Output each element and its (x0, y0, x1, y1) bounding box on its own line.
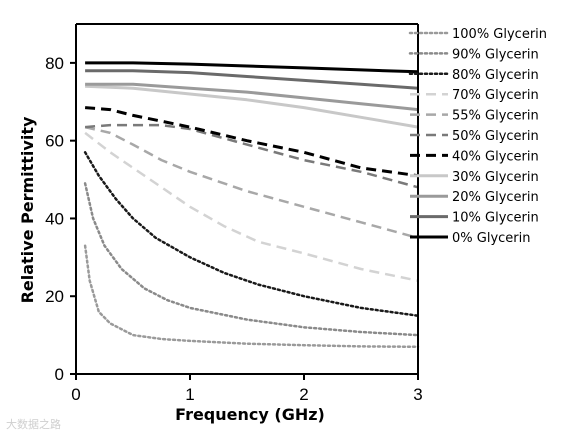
legend-label: 70% Glycerin (452, 88, 539, 103)
x-axis-title: Frequency (GHz) (175, 405, 325, 424)
watermark-text: 大数据之路 (6, 417, 61, 431)
series-line-8 (85, 84, 419, 129)
legend-label: 90% Glycerin (452, 47, 539, 62)
y-tick-label: 80 (45, 54, 64, 73)
series-line-5 (84, 125, 419, 240)
legend-label: 55% Glycerin (452, 109, 539, 124)
legend-label: 0% Glycerin (452, 231, 530, 246)
y-tick-label: 40 (45, 209, 64, 228)
series-line-10 (85, 69, 419, 90)
legend-label: 30% Glycerin (452, 170, 539, 185)
x-tick-label: 2 (299, 385, 308, 404)
series-line-1 (83, 244, 420, 349)
legend-label: 100% Glycerin (452, 27, 547, 42)
x-tick-label: 0 (71, 385, 80, 404)
legend-label: 40% Glycerin (452, 149, 539, 164)
legend-label: 10% Glycerin (452, 211, 539, 226)
series-line-6 (85, 123, 419, 189)
legend-label: 50% Glycerin (452, 129, 539, 144)
series-line-7 (84, 106, 419, 178)
y-axis-title: Relative Permittivity (18, 116, 37, 303)
legend-label: 20% Glycerin (452, 190, 539, 205)
plot-area (83, 61, 420, 349)
legend: 100% Glycerin 90% Glycerin 80% Glycerin 70%… (408, 27, 547, 246)
legend-label: 80% Glycerin (452, 68, 539, 83)
y-tick-label: 20 (45, 287, 64, 306)
y-tick-label: 0 (55, 365, 64, 384)
series-line-3 (83, 151, 420, 317)
x-tick-label: 3 (413, 385, 422, 404)
y-tick-label: 60 (45, 132, 64, 151)
series-line-11 (85, 61, 419, 74)
x-tick-label: 1 (185, 385, 194, 404)
series-line-4 (84, 131, 419, 282)
series-line-2 (83, 182, 420, 337)
series-line-9 (85, 82, 419, 112)
axes: 0 20 40 60 80 0 1 2 3 (45, 23, 423, 404)
